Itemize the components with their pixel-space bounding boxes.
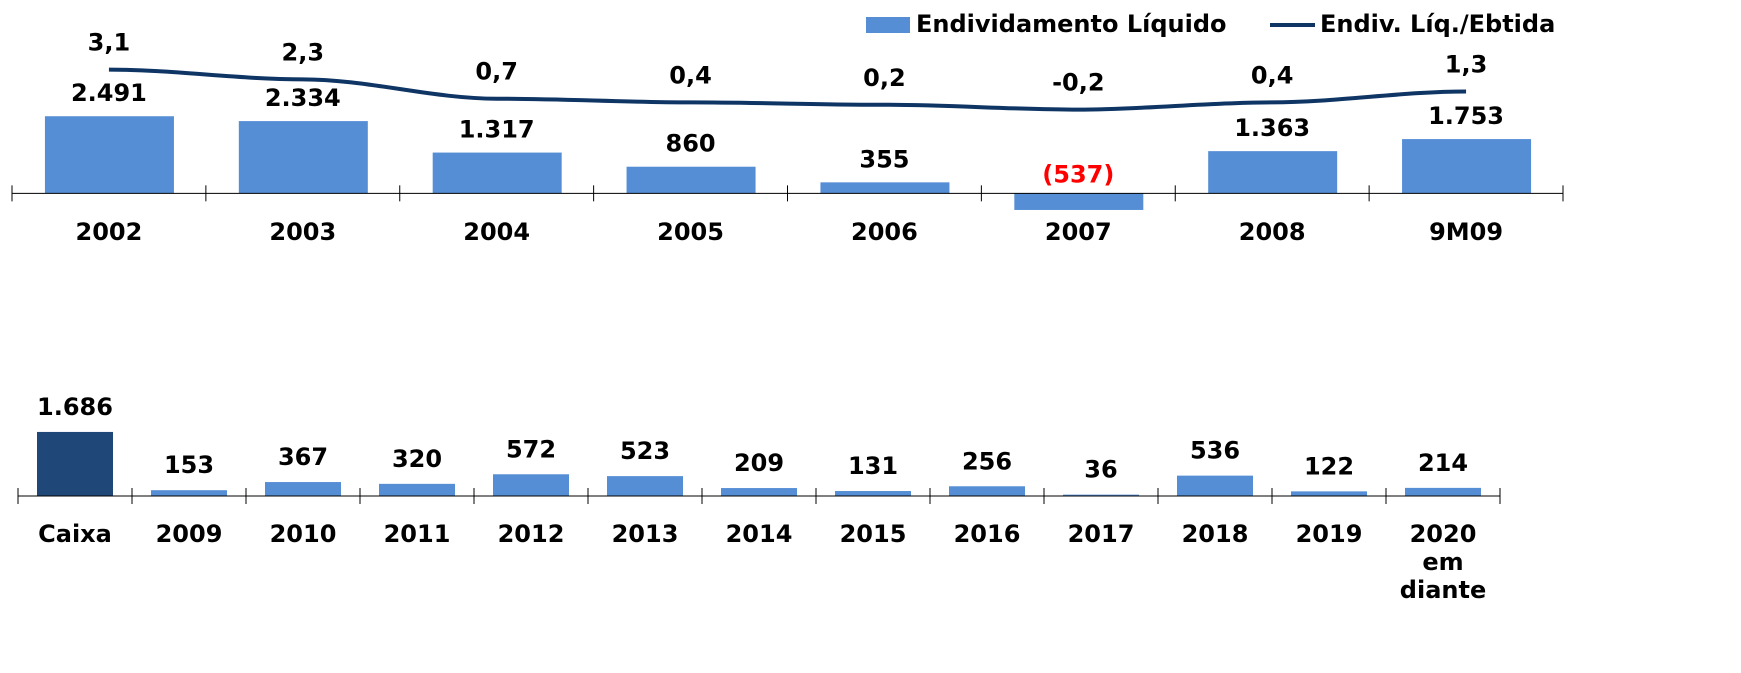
data-label: 367 bbox=[278, 443, 328, 471]
bar bbox=[1014, 193, 1144, 210]
data-label: 0,4 bbox=[669, 61, 712, 89]
bar bbox=[238, 121, 368, 194]
data-label: 572 bbox=[506, 435, 556, 463]
data-label: 122 bbox=[1304, 452, 1354, 480]
bar bbox=[835, 491, 911, 496]
x-tick-label: 2014 bbox=[725, 520, 793, 548]
data-label: 36 bbox=[1084, 456, 1117, 484]
bar bbox=[37, 431, 113, 496]
data-label: 1.317 bbox=[459, 116, 535, 144]
line bbox=[108, 67, 1467, 112]
legend-label: Endividamento Líquido bbox=[916, 10, 1227, 38]
bar bbox=[820, 182, 950, 194]
data-label: 153 bbox=[164, 451, 214, 479]
x-tick-label: 2003 bbox=[269, 218, 336, 246]
data-label: 209 bbox=[734, 449, 784, 477]
data-label: 2.491 bbox=[71, 79, 147, 107]
bar bbox=[721, 488, 797, 496]
bar bbox=[626, 166, 756, 194]
data-label: 0,4 bbox=[1251, 61, 1294, 89]
bar bbox=[379, 483, 455, 496]
x-tick-label: 2006 bbox=[851, 218, 918, 246]
bar bbox=[44, 116, 174, 194]
x-tick-label: 2007 bbox=[1045, 218, 1112, 246]
data-label: 0,2 bbox=[863, 64, 906, 92]
data-label: 3,1 bbox=[88, 29, 131, 57]
bar bbox=[607, 476, 683, 496]
bar bbox=[493, 474, 569, 496]
x-tick-label: Caixa bbox=[38, 520, 112, 548]
x-tick-label: 2018 bbox=[1181, 520, 1249, 548]
bar bbox=[1291, 491, 1367, 496]
data-label: 523 bbox=[620, 437, 670, 465]
x-tick-label: 2015 bbox=[839, 520, 907, 548]
data-label: 256 bbox=[962, 447, 1012, 475]
x-tick-label: 2016 bbox=[953, 520, 1021, 548]
data-label: 2,3 bbox=[282, 38, 325, 66]
data-label: 1.753 bbox=[1428, 102, 1504, 130]
data-label: 860 bbox=[666, 130, 716, 158]
bar bbox=[265, 482, 341, 496]
x-tick-label: 2009 bbox=[155, 520, 223, 548]
data-label: 1,3 bbox=[1445, 50, 1488, 78]
bar bbox=[432, 152, 562, 194]
bar bbox=[1405, 487, 1481, 496]
data-label: 0,7 bbox=[475, 58, 518, 86]
bar bbox=[1177, 475, 1253, 496]
x-tick-label: 2013 bbox=[611, 520, 679, 548]
data-label: 1.363 bbox=[1234, 114, 1310, 142]
data-label: 214 bbox=[1418, 449, 1468, 477]
x-tick-label: 2011 bbox=[383, 520, 451, 548]
data-label: 2.334 bbox=[265, 84, 341, 112]
bar bbox=[949, 486, 1025, 496]
legend-label: Endiv. Líq./Ebtida bbox=[1320, 10, 1555, 38]
data-label: 131 bbox=[848, 452, 898, 480]
x-tick-label: 2019 bbox=[1295, 520, 1363, 548]
data-label: 355 bbox=[859, 145, 909, 173]
x-tick-label: 2017 bbox=[1067, 520, 1135, 548]
x-tick-label: 9M09 bbox=[1429, 218, 1503, 246]
x-tick-label: 2010 bbox=[269, 520, 337, 548]
x-tick-label: 2002 bbox=[76, 218, 143, 246]
x-tick-label: 2020 em diante bbox=[1399, 520, 1487, 604]
x-tick-label: 2008 bbox=[1239, 218, 1306, 246]
legend-swatch bbox=[866, 17, 910, 33]
x-tick-label: 2005 bbox=[657, 218, 724, 246]
x-tick-label: 2012 bbox=[497, 520, 565, 548]
data-label: 320 bbox=[392, 445, 442, 473]
bar bbox=[1063, 494, 1139, 496]
bar bbox=[1402, 139, 1532, 194]
data-label: -0,2 bbox=[1052, 69, 1104, 97]
data-label: 1.686 bbox=[37, 393, 113, 421]
data-label: (537) bbox=[1042, 160, 1114, 188]
bar bbox=[151, 490, 227, 496]
bar bbox=[1208, 151, 1338, 194]
data-label: 536 bbox=[1190, 437, 1240, 465]
x-tick-label: 2004 bbox=[463, 218, 530, 246]
